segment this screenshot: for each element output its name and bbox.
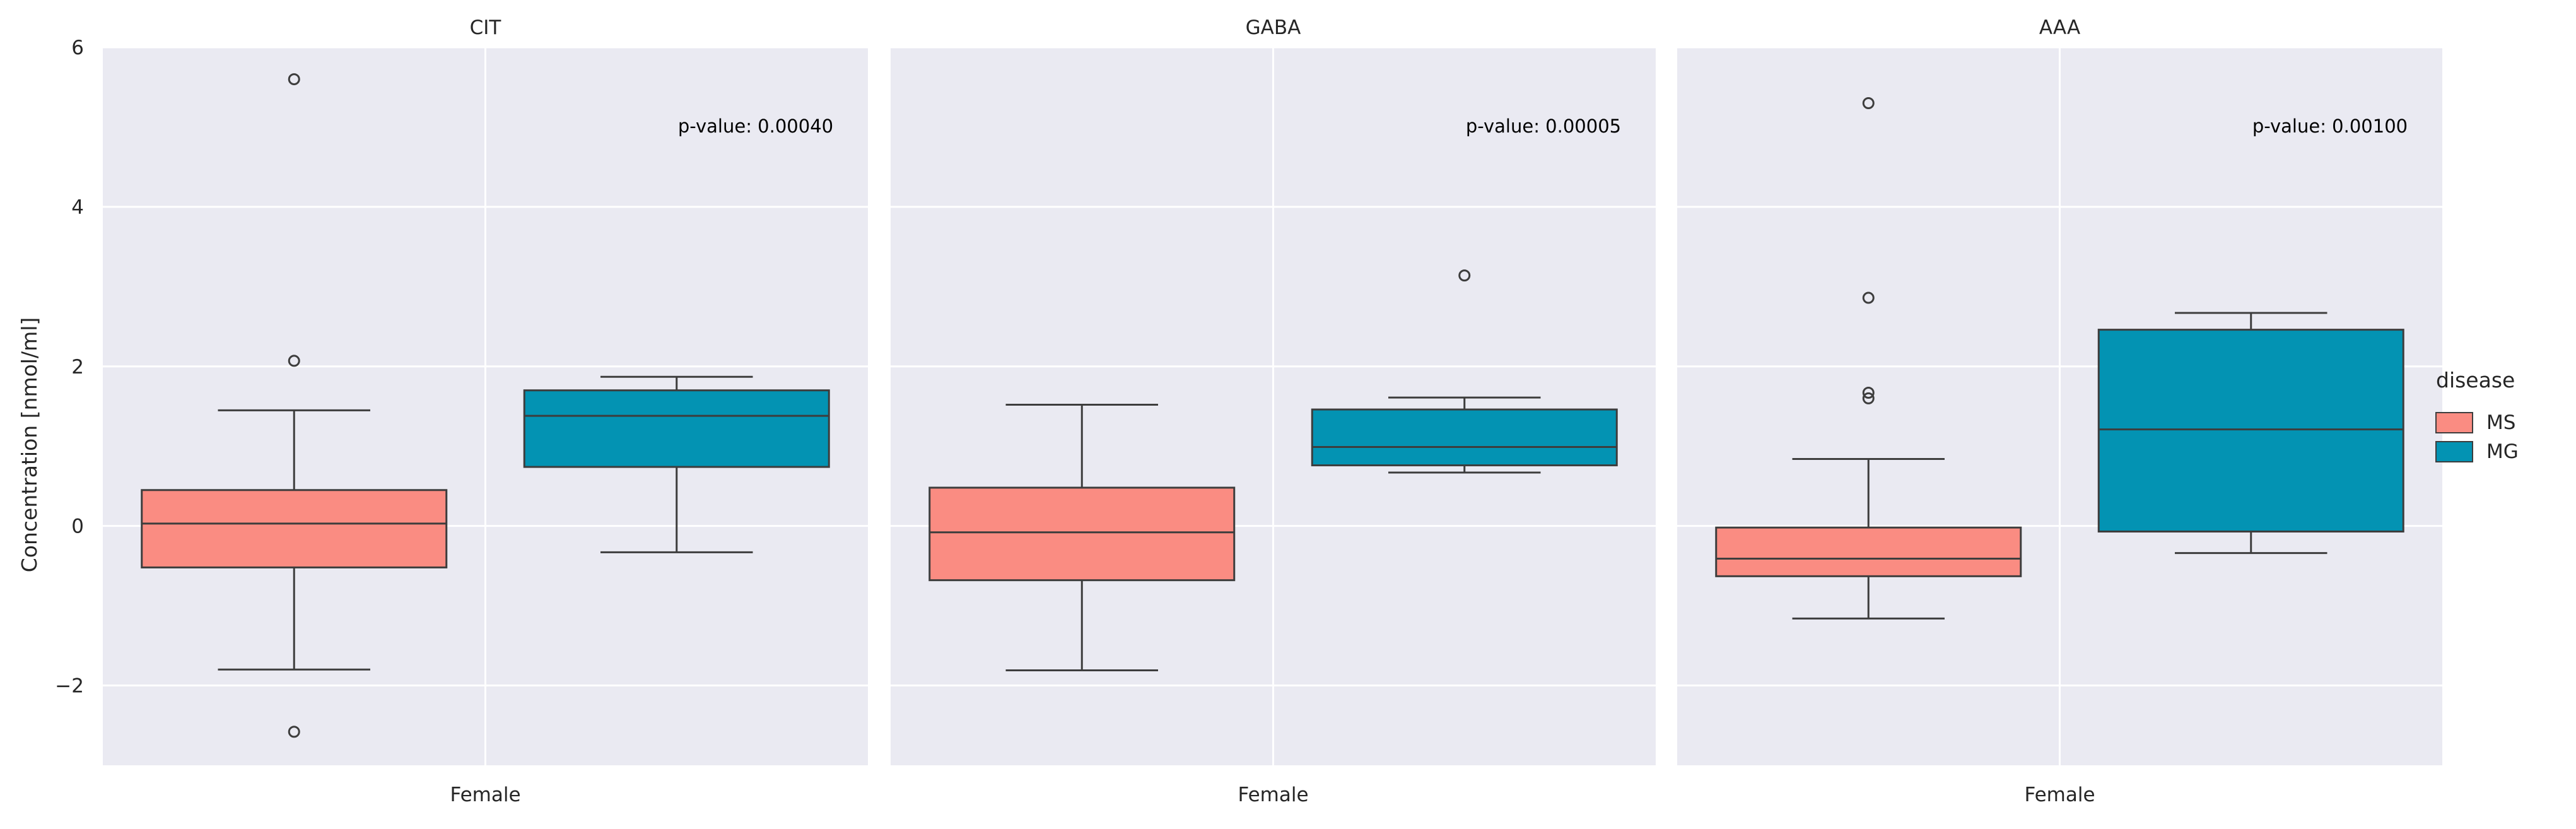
panel-gaba: GABA Female p-value: 0.00005 <box>891 16 1656 806</box>
legend-entries: MS MG <box>2435 411 2519 463</box>
panel-title: CIT <box>470 16 502 39</box>
p-value-annotation: p-value: 0.00005 <box>1466 115 1621 137</box>
box-iqr <box>523 389 830 468</box>
y-tick-label: 2 <box>71 356 84 379</box>
legend-label: MG <box>2486 440 2519 463</box>
box-iqr <box>2097 329 2404 533</box>
box-mg <box>1311 269 1618 474</box>
box-ms <box>928 403 1236 672</box>
legend-entry-ms: MS <box>2435 411 2515 434</box>
outlier-point <box>288 726 300 738</box>
panel-title: GABA <box>1246 16 1301 39</box>
box-iqr <box>1311 408 1618 467</box>
outlier-point <box>288 73 300 86</box>
y-axis-label: Concentration [nmol/ml] <box>17 317 42 573</box>
p-value-annotation: p-value: 0.00100 <box>2252 115 2408 137</box>
y-tick-label: 4 <box>71 196 84 219</box>
x-tick-label: Female <box>1238 784 1308 806</box>
box-iqr <box>1715 526 2022 577</box>
y-tick-label: −2 <box>55 675 84 698</box>
p-value-annotation: p-value: 0.00040 <box>678 115 833 137</box>
outlier-point <box>1862 97 1875 110</box>
outlier-point <box>1458 269 1471 282</box>
legend-title: disease <box>2436 368 2515 392</box>
outlier-point <box>1862 392 1875 404</box>
box-ms <box>1715 97 2022 620</box>
x-tick-label: Female <box>450 784 520 806</box>
box-ms <box>141 73 448 738</box>
legend-swatch <box>2435 412 2473 433</box>
box-mg <box>523 375 830 553</box>
box-iqr <box>928 486 1236 582</box>
legend: disease MS MG <box>2435 368 2519 463</box>
y-tick-label: 6 <box>71 37 84 59</box>
y-tick-label: 0 <box>71 515 84 538</box>
outlier-point <box>1862 387 1875 399</box>
panel-cit: CIT Female −2 0 2 4 6 p-value: 0.00040 <box>55 16 868 806</box>
box-iqr <box>141 489 448 568</box>
x-tick-label: Female <box>2024 784 2095 806</box>
panel-aaa: AAA Female p-value: 0.00100 <box>1677 16 2442 806</box>
panels: CIT Female −2 0 2 4 6 p-value: 0.00040 GABA Femal… <box>55 16 2442 806</box>
outlier-point <box>288 355 300 367</box>
legend-swatch <box>2435 441 2473 462</box>
legend-label: MS <box>2486 411 2515 434</box>
legend-entry-mg: MG <box>2435 440 2519 463</box>
outlier-point <box>1862 291 1875 304</box>
panel-title: AAA <box>2039 16 2080 39</box>
box-mg <box>2097 312 2404 555</box>
